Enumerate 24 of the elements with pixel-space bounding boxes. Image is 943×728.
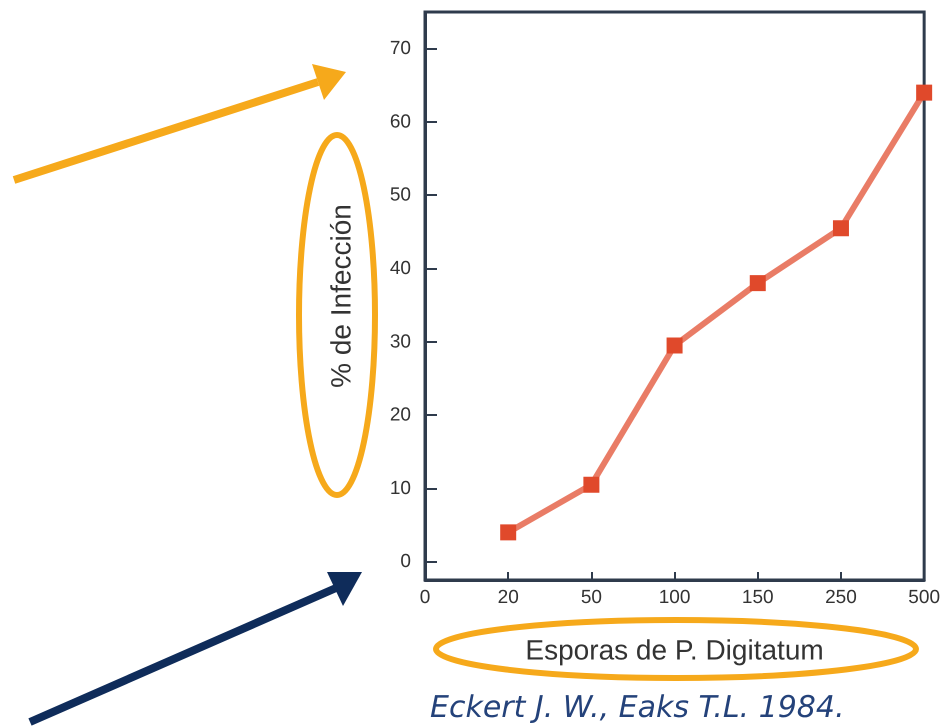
- x-tick-label: 150: [742, 587, 774, 608]
- y-tick-label: 30: [390, 331, 411, 352]
- point: [916, 84, 932, 101]
- point: [500, 524, 516, 540]
- y-axis-title: % de Infección: [326, 204, 356, 388]
- x-tick-label: 0: [420, 587, 430, 608]
- x-tick-label: 100: [658, 587, 690, 608]
- x-tick-label: 250: [825, 587, 857, 608]
- y-tick-label: 20: [390, 404, 411, 426]
- point: [583, 476, 600, 493]
- y-tick-label: 60: [390, 111, 411, 132]
- y-tick-label: 0: [400, 551, 411, 572]
- y-tick-label: 50: [390, 184, 411, 206]
- y-tick-label: 70: [390, 38, 411, 60]
- y-tick-label: 10: [390, 478, 411, 499]
- point: [750, 275, 766, 292]
- x-tick-label: 50: [580, 587, 602, 608]
- text: Eckert J. W., Eaks T.L. 1984.: [430, 690, 845, 725]
- x-tick-label: 20: [498, 587, 519, 608]
- x-tick-label: 500: [908, 587, 940, 608]
- x-axis-title: Esporas de P. Digitatum: [525, 634, 824, 666]
- point: [832, 220, 849, 236]
- y-tick-label: 40: [390, 258, 411, 280]
- point: [666, 337, 683, 354]
